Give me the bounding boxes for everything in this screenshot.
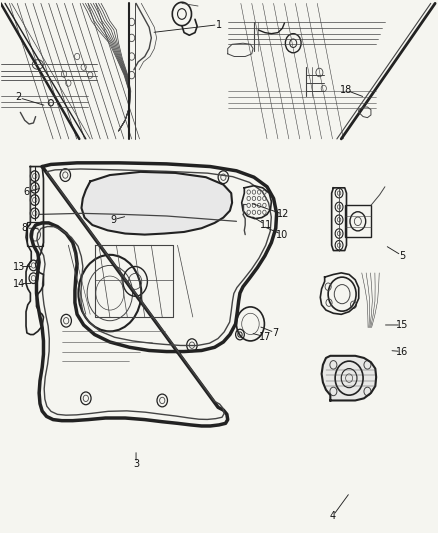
Text: 2: 2 bbox=[15, 92, 21, 102]
Text: 17: 17 bbox=[259, 332, 271, 342]
Text: 6: 6 bbox=[23, 187, 29, 197]
Text: 7: 7 bbox=[272, 328, 279, 338]
Text: 15: 15 bbox=[396, 320, 409, 330]
Bar bbox=[27, 222, 43, 246]
Bar bbox=[345, 205, 371, 237]
Polygon shape bbox=[321, 356, 376, 400]
Text: 5: 5 bbox=[399, 251, 406, 261]
Text: 14: 14 bbox=[13, 279, 25, 288]
Text: 12: 12 bbox=[277, 209, 290, 220]
Text: 4: 4 bbox=[329, 511, 336, 521]
Text: 8: 8 bbox=[21, 223, 28, 233]
Text: 3: 3 bbox=[133, 459, 139, 469]
Polygon shape bbox=[81, 172, 232, 235]
Text: 11: 11 bbox=[260, 220, 272, 230]
Text: 13: 13 bbox=[13, 262, 25, 271]
Text: 1: 1 bbox=[216, 20, 222, 30]
Text: 10: 10 bbox=[276, 230, 289, 240]
Text: 18: 18 bbox=[339, 85, 352, 95]
Text: 16: 16 bbox=[396, 346, 409, 357]
Text: 9: 9 bbox=[110, 215, 117, 225]
